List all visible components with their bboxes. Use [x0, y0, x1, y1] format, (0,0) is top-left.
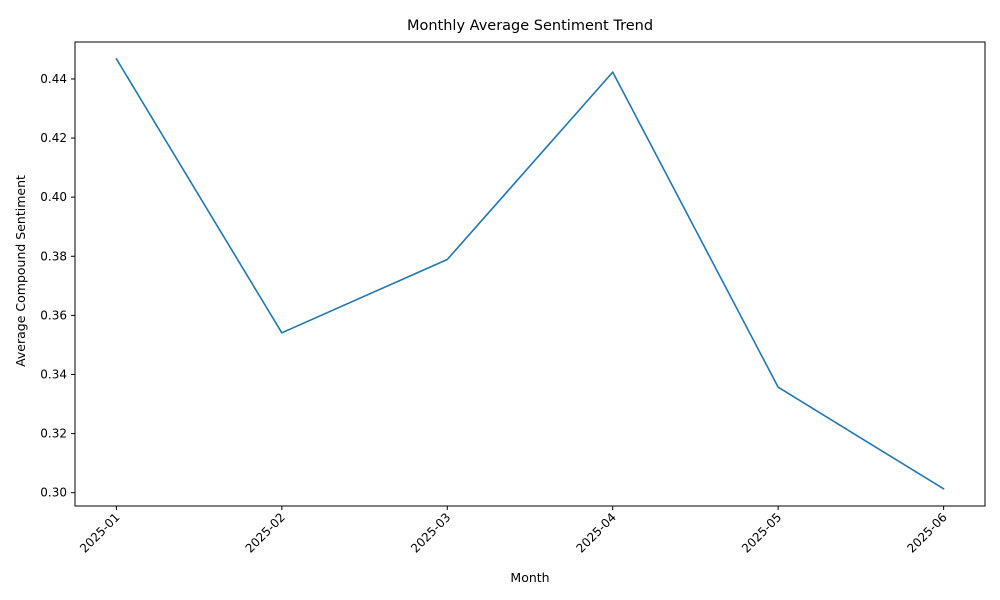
x-tick-label: 2025-03: [408, 510, 453, 555]
x-tick-label: 2025-06: [904, 510, 949, 555]
plot-area: 0.30 0.32 0.34 0.36 0.38 0.40 0.42 0.44 2025-01 2…: [40, 41, 986, 556]
y-tick-label: 0.42: [40, 131, 67, 145]
y-tick-label: 0.36: [40, 308, 67, 322]
x-tick-label: 2025-01: [77, 510, 122, 555]
x-tick-label: 2025-04: [573, 510, 618, 555]
y-tick-label: 0.44: [40, 72, 67, 86]
y-tick-label: 0.40: [40, 190, 67, 204]
x-tick-label: 2025-05: [739, 510, 784, 555]
chart-title: Monthly Average Sentiment Trend: [407, 18, 653, 34]
y-axis-label: Average Compound Sentiment: [13, 175, 28, 367]
series-line: [115, 58, 945, 490]
y-tick-label: 0.32: [40, 427, 67, 441]
y-tick-label: 0.38: [40, 249, 67, 263]
plot-frame: [74, 41, 986, 507]
x-tick-label: 2025-02: [243, 510, 288, 555]
y-tick-label: 0.30: [40, 486, 67, 500]
x-axis-label: Month: [510, 570, 549, 585]
y-tick-label: 0.34: [40, 367, 67, 381]
